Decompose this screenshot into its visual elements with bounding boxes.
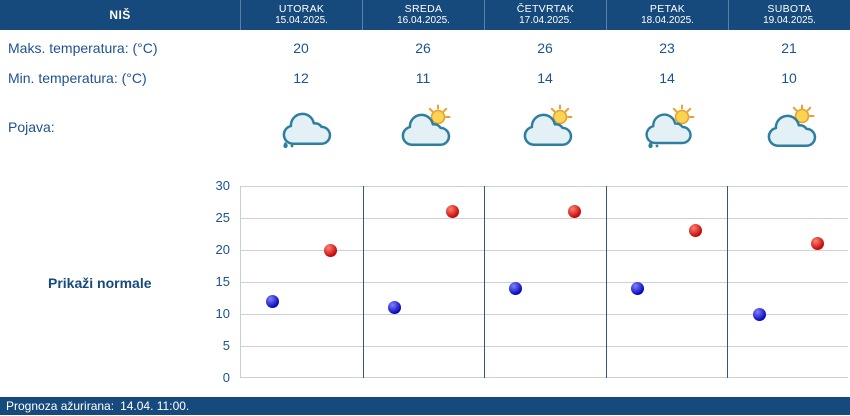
gridline (241, 377, 848, 378)
min-temp-dot (387, 301, 401, 315)
updated-time: 14.04. 11:00. (120, 399, 190, 413)
day-date: 19.04.2025. (763, 15, 816, 27)
min-temp-dot (752, 307, 766, 321)
min-temp-value: 14 (659, 70, 675, 86)
min-temp-value: 12 (293, 70, 309, 86)
y-tick-label: 0 (222, 370, 230, 385)
gridline (241, 282, 848, 283)
max-temp-dot (689, 224, 703, 238)
cloud-rain-icon (282, 112, 332, 149)
min-temperature-label: Min. temperatura: (°C) (8, 70, 147, 86)
min-temp-dot (266, 294, 280, 308)
plot-area (240, 186, 848, 378)
phenomena-label: Pojava: (8, 119, 55, 135)
gridline (241, 314, 848, 315)
max-temperature-row: Maks. temperatura: (°C) 20 26 26 23 21 (0, 36, 850, 60)
min-temp-dot (630, 281, 644, 295)
day-header-1: UTORAK 15.04.2025. (240, 0, 362, 30)
max-temp-dot (567, 205, 581, 219)
min-temp-value: 10 (781, 70, 797, 86)
day-name: UTORAK (278, 3, 325, 16)
weather-icon-cell-2 (362, 104, 484, 150)
day-date: 18.04.2025. (641, 15, 694, 27)
day-name: SUBOTA (767, 3, 812, 16)
day-name: SREDA (404, 3, 443, 16)
sun-cloud-icon (401, 104, 451, 146)
y-tick-label: 10 (215, 306, 230, 321)
min-temp-value: 11 (415, 70, 431, 86)
day-date: 15.04.2025. (275, 15, 328, 27)
day-header-4: PETAK 18.04.2025. (606, 0, 728, 30)
day-date: 17.04.2025. (519, 15, 572, 27)
max-temp-value: 23 (659, 40, 675, 56)
gridline (241, 218, 848, 219)
day-name: PETAK (649, 3, 686, 16)
min-temperature-row: Min. temperatura: (°C) 12 11 14 14 10 (0, 66, 850, 90)
weather-icon-cell-4 (606, 104, 728, 150)
updated-label: Prognoza ažurirana: (6, 399, 115, 413)
show-normals-button[interactable]: Prikaži normale (48, 275, 152, 291)
sun-cloud-icon (523, 104, 573, 146)
max-temp-dot (446, 205, 460, 219)
day-date: 16.04.2025. (397, 15, 450, 27)
max-temp-dot (324, 243, 338, 257)
sun-cloud-icon (767, 104, 817, 147)
gridline (241, 346, 848, 347)
column-separator (363, 186, 364, 378)
gridline (241, 186, 848, 187)
y-tick-label: 30 (215, 178, 230, 193)
sun-cloud-rain-icon (645, 104, 695, 149)
weather-icon-cell-5 (728, 104, 850, 150)
max-temp-dot (810, 237, 824, 251)
weather-icon-cell-1 (240, 104, 362, 150)
day-header-3: ČETVRTAK 17.04.2025. (484, 0, 606, 30)
phenomena-row: Pojava: (0, 98, 850, 156)
max-temp-value: 20 (293, 40, 309, 56)
column-separator (484, 186, 485, 378)
table-header: NIŠ UTORAK 15.04.2025. SREDA 16.04.2025.… (0, 0, 850, 30)
chart-y-axis: 0 5 10 15 20 25 30 (0, 178, 234, 385)
max-temp-value: 26 (537, 40, 553, 56)
city-name: NIŠ (109, 8, 131, 22)
y-tick-label: 5 (222, 338, 230, 353)
max-temp-value: 26 (415, 40, 431, 56)
max-temperature-label: Maks. temperatura: (°C) (8, 40, 158, 56)
weather-icon-cell-3 (484, 104, 606, 150)
day-name: ČETVRTAK (516, 3, 575, 16)
city-header: NIŠ (0, 0, 240, 30)
min-temp-dot (509, 281, 523, 295)
max-temp-value: 21 (781, 40, 797, 56)
y-tick-label: 25 (215, 210, 230, 225)
column-separator (727, 186, 728, 378)
day-header-5: SUBOTA 19.04.2025. (728, 0, 850, 30)
y-tick-label: 20 (215, 242, 230, 257)
footer-status-bar: Prognoza ažurirana: 14.04. 11:00. (0, 397, 850, 415)
min-temp-value: 14 (537, 70, 553, 86)
column-separator (606, 186, 607, 378)
y-tick-label: 15 (215, 274, 230, 289)
day-header-2: SREDA 16.04.2025. (362, 0, 484, 30)
gridline (241, 250, 848, 251)
